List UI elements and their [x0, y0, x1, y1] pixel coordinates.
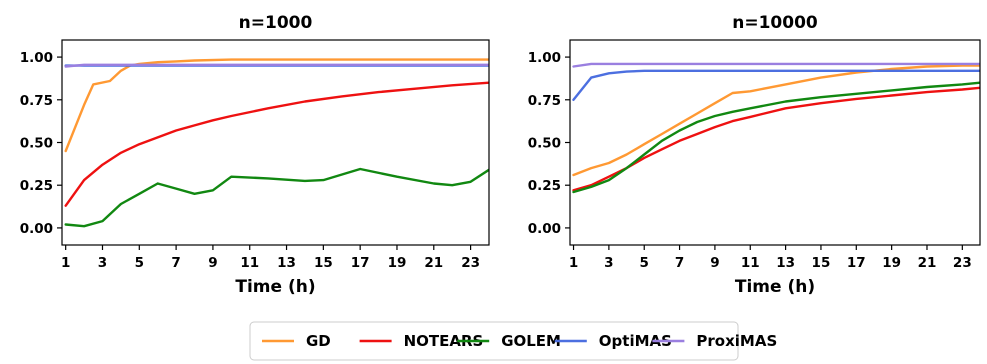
legend: GD NOTEARS GOLEM OptiMAS ProxiMAS [249, 321, 777, 361]
legend-item-proximas: ProxiMAS [652, 332, 777, 350]
series-group [572, 62, 980, 194]
x-tick-label: 5 [640, 255, 649, 271]
x-tick-label: 17 [351, 255, 370, 271]
legend-item-gd: GD [262, 332, 331, 350]
series-line-optimas [572, 69, 980, 102]
y-tick-label: 0.75 [528, 93, 561, 109]
x-tick-label: 21 [918, 255, 937, 271]
chart-panel-2: 0.000.250.500.751.001 3 5 7 9 11 13 15 17 19 21 23n… [528, 13, 981, 297]
x-tick-label: 3 [98, 255, 107, 271]
y-tick-label: 1.00 [20, 50, 53, 66]
x-tick-label: 19 [388, 255, 407, 271]
y-tick-label: 0.25 [20, 178, 53, 194]
chart-panel-1: 0.000.250.500.751.001 3 5 7 9 11 13 15 17 19 21 23n… [20, 13, 490, 297]
x-tick-label: 23 [461, 255, 480, 271]
legend-label: NOTEARS [404, 332, 484, 350]
legend-label: ProxiMAS [696, 332, 777, 350]
legend-item-golem: GOLEM [457, 332, 561, 350]
x-tick-label: 11 [240, 255, 259, 271]
chart-panels: 0.000.250.500.751.001 3 5 7 9 11 13 15 17 19 21 23n… [20, 13, 981, 297]
plot-frame [61, 39, 490, 246]
series-line-golem [572, 81, 980, 194]
series-line-notears [64, 81, 489, 207]
x-tick-label: 9 [208, 255, 217, 271]
x-tick-label: 23 [953, 255, 972, 271]
series-line-proximas [64, 63, 489, 68]
panel-title: n=1000 [239, 13, 313, 33]
x-tick-label: 3 [604, 255, 613, 271]
y-tick-label: 0.50 [528, 136, 561, 152]
y-tick-label: 0.00 [528, 221, 561, 237]
x-tick-label: 7 [171, 255, 180, 271]
x-tick-label: 9 [710, 255, 719, 271]
x-tick-label: 1 [569, 255, 578, 271]
series-line-proximas [572, 62, 980, 68]
x-tick-label: 15 [812, 255, 831, 271]
y-tick-label: 0.75 [20, 93, 53, 109]
legend-item-optimas: OptiMAS [554, 332, 672, 350]
y-tick-label: 0.00 [20, 221, 53, 237]
y-tick-label: 0.25 [528, 178, 561, 194]
legend-label: GD [306, 332, 331, 350]
x-tick-label: 19 [882, 255, 901, 271]
x-tick-label: 1 [61, 255, 70, 271]
x-tick-label: 13 [277, 255, 296, 271]
panel-title: n=10000 [732, 13, 818, 33]
legend-label: GOLEM [501, 332, 561, 350]
series-group [64, 58, 489, 228]
x-tick-label: 21 [424, 255, 443, 271]
x-tick-label: 11 [741, 255, 760, 271]
x-tick-label: 13 [776, 255, 795, 271]
y-tick-label: 0.50 [20, 136, 53, 152]
series-line-golem [64, 167, 489, 228]
legend-box [249, 321, 739, 361]
series-line-gd [572, 64, 980, 177]
x-tick-label: 5 [135, 255, 144, 271]
x-tick-label: 7 [675, 255, 684, 271]
x-tick-label: 17 [847, 255, 866, 271]
x-axis-label: Time (h) [235, 277, 315, 297]
x-tick-label: 15 [314, 255, 333, 271]
x-axis-label: Time (h) [735, 277, 815, 297]
legend-item-notears: NOTEARS [359, 332, 484, 350]
legend-label: OptiMAS [599, 332, 672, 350]
series-line-gd [64, 58, 489, 153]
y-tick-label: 1.00 [528, 50, 561, 66]
